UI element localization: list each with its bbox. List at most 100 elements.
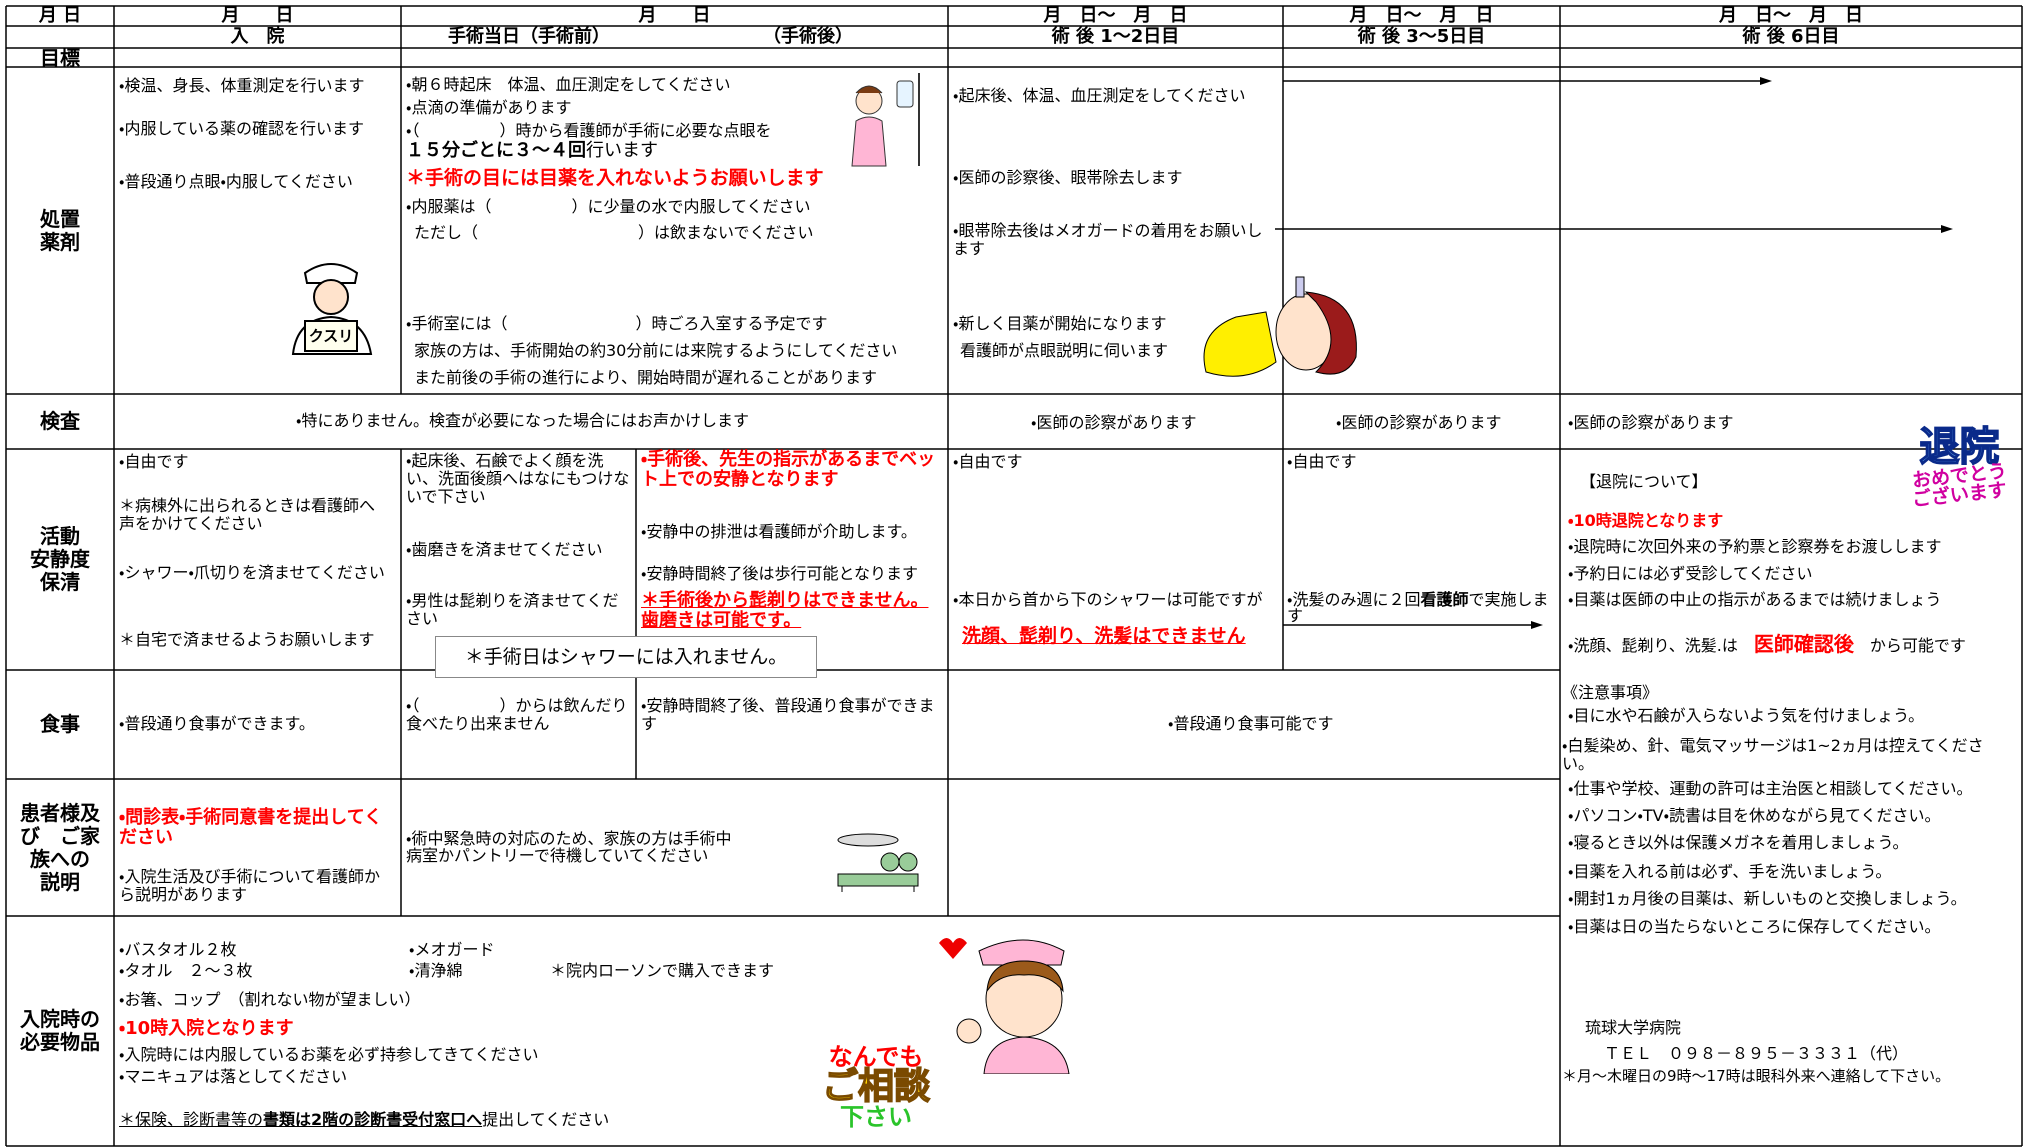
- cell-text: ・自由です: [953, 452, 1023, 471]
- cell-text: ・洗髪のみ週に２回看護師で実施します: [1287, 592, 1559, 624]
- emphasis: １５分ごとに３～４回: [406, 140, 586, 161]
- row-label: 入院時の 必要物品: [20, 1007, 100, 1054]
- cell-text: ・朝６時起床 体温、血圧測定をしてください: [406, 75, 731, 94]
- hospital-name: 琉球大学病院: [1585, 1018, 1682, 1037]
- cell-text: １５分ごとに３～４回行います: [406, 141, 658, 161]
- cell-text: ・新しく目薬が開始になります: [953, 314, 1167, 333]
- note: ・開封1ヵ月後の目薬は、新しいものと交換しましょう。: [1568, 889, 1967, 908]
- badge-text: 下さい: [840, 1103, 912, 1131]
- text: ・洗顔、髭剃り、洗髪.は: [1568, 636, 1738, 655]
- row-label: 活動 安静度 保清: [30, 524, 90, 594]
- day-header: （手術後）: [763, 26, 853, 47]
- cell-text: ・洗顔、髭剃り、洗髪.は 医師確認後 から可能です: [1568, 632, 1966, 658]
- cell-text: ・（ ）時から看護師が手術に必要な点眼を: [406, 121, 772, 140]
- cell-text: ・医師の診察があります: [1568, 413, 1734, 432]
- badge-text: 退院: [1919, 424, 2001, 470]
- text: で実施します: [1287, 590, 1549, 625]
- sign-text: クスリ: [309, 327, 354, 345]
- note: ・パソコン・TV・読書は目を休めながら見てください。: [1568, 806, 1941, 825]
- cell-text: ・タオル ２～３枚: [119, 961, 253, 980]
- date-header: 月 日: [38, 5, 82, 26]
- cell-text: ・（ ）からは飲んだり食べたり出来ません: [406, 696, 628, 733]
- row-label: 検査: [40, 409, 80, 433]
- arrowhead: [1531, 621, 1543, 629]
- pharmacist-illustration: クスリ: [291, 263, 373, 355]
- arrowhead: [1760, 77, 1772, 85]
- cell-text: ・普段通り食事ができます。: [119, 714, 315, 733]
- cell-text: 病室かパントリーで待機していてください: [406, 846, 709, 865]
- cell-text: ・安静中の排泄は看護師が介助します。: [641, 522, 917, 541]
- cell-text: ・医師の診察があります: [1031, 413, 1197, 432]
- text: ・洗髪のみ週に２回: [1287, 590, 1421, 609]
- cell-text: ・目薬は医師の中止の指示があるまでは続けましょう: [1568, 590, 1942, 609]
- cell-text: ・安静時間終了後、普段通り食事ができます: [641, 696, 935, 733]
- day-header: 入 院: [230, 26, 285, 47]
- phone: ＴＥＬ ０９８－８９５－３３３１（代）: [1604, 1044, 1909, 1063]
- text: から可能です: [1869, 636, 1966, 655]
- cell-text: ・起床後、体温、血圧測定をしてください: [953, 86, 1246, 105]
- row-label: 食事: [40, 712, 80, 736]
- cell-text: ・特にありません。検査が必要になった場合にはお声かけします: [296, 411, 749, 430]
- warning: ・問診表・手術同意書を提出してください: [119, 807, 383, 848]
- note: ・目に水や石鹸が入らないよう気を付けましょう。: [1568, 706, 1925, 725]
- cell-text: ＊自宅で済ませるようお願いします: [119, 630, 375, 649]
- warning: ・10時入院となります: [119, 1018, 294, 1039]
- cell-text: 家族の方は、手術開始の約30分前には来院するようにしてください: [414, 341, 898, 360]
- cell-text: ・退院時に次回外来の予約票と診察券をお渡しします: [1568, 537, 1942, 556]
- badge-text: なんでも: [828, 1045, 924, 1071]
- cell-text: ・歯磨きを済ませてください: [406, 540, 603, 559]
- cell-text: ・入院生活及び手術について看護師から説明があります: [119, 867, 380, 904]
- date-header: 月 日: [221, 5, 294, 26]
- cell-text: ・医師の診察後、眼帯除去します: [953, 168, 1183, 187]
- emphasis: 書類は2階の診断書受付窓口へ: [263, 1110, 483, 1129]
- cell-text: ・自由です: [119, 452, 189, 471]
- cell-text: ＊保険、診断書等の書類は2階の診断書受付窓口へ提出してください: [119, 1110, 609, 1130]
- cell-text: ・シャワー・爪切りを済ませてください: [119, 563, 385, 582]
- day-header: 術 後 3～5日目: [1357, 26, 1486, 47]
- warning: ＊手術の目には目薬を入れないようお願いします: [406, 167, 824, 189]
- day-header: 手術当日（手術前）: [448, 26, 610, 47]
- emphasis: 医師確認後: [1753, 632, 1854, 656]
- cell-text: ・メオガード: [409, 940, 495, 959]
- goal-label: 目標: [40, 46, 80, 70]
- cell-text: ・起床後、石鹸でよく顔を洗い、洗面後顔へはなにもつけないで下さい: [406, 451, 630, 506]
- note: ・目薬は日の当たらないところに保存してください。: [1568, 917, 1941, 936]
- arrows: [1275, 77, 1953, 629]
- date-header: 月 日～ 月 日: [1043, 5, 1188, 26]
- cell-text: 【退院について】: [1580, 472, 1708, 491]
- cell-text: ・検温、身長、体重測定を行います: [119, 76, 365, 95]
- surgery-illustration: [837, 833, 919, 892]
- note: ・仕事や学校、運動の許可は主治医と相談してください。: [1568, 779, 1973, 798]
- cell-text: また前後の手術の進行により、開始時間が遅れることがあります: [414, 368, 878, 387]
- cell-text: ・入院時には内服しているお薬を必ず持参してきてください: [119, 1045, 539, 1064]
- text: 提出してください: [482, 1110, 610, 1129]
- cell-text: ＊病棟外に出られるときは看護師へ声をかけてください: [119, 496, 376, 533]
- cell-text: ・内服している薬の確認を行います: [119, 119, 364, 138]
- cell-text: ・バスタオル２枚: [119, 940, 237, 959]
- cell-text: ・マニキュアは落としてください: [119, 1067, 348, 1086]
- cell-text: ただし（ ）は飲まないでください: [414, 223, 814, 242]
- day-header: 術 後 6日目: [1742, 26, 1840, 47]
- date-header: 月 日～ 月 日: [1349, 5, 1494, 26]
- cell-text: ・医師の診察があります: [1336, 413, 1502, 432]
- date-header: 月 日～ 月 日: [1719, 5, 1863, 26]
- badge-text: ご相談: [821, 1066, 931, 1107]
- arrowhead: [1941, 225, 1953, 233]
- cell-text: ・内服薬は（ ）に少量の水で内服してください: [406, 197, 811, 216]
- horizontal-rules: [6, 5, 2022, 1147]
- notes-title: 《注意事項》: [1562, 683, 1659, 702]
- warning: ・手術後、先生の指示があるまでベット上での安静となります: [641, 449, 936, 490]
- text: 行います: [586, 140, 658, 161]
- note: ・白髪染め、針、電気マッサージは1~2ヵ月は控えてください。: [1562, 736, 1984, 773]
- consult-badge: なんでも ご相談 下さい: [821, 1045, 931, 1147]
- note: ・寝るとき以外は保護メガネを着用しましょう。: [1568, 833, 1909, 852]
- cell-text: ・本日から首から下のシャワーは可能ですが: [953, 590, 1263, 609]
- cell-text: ・手術室には（ ）時ごろ入室する予定です: [406, 314, 828, 333]
- note: ・目薬を入れる前は必ず、手を洗いましょう。: [1568, 862, 1892, 881]
- cell-text: ・術中緊急時の対応のため、家族の方は手術中: [406, 829, 732, 848]
- warning: 洗顔、髭剃り、洗髪はできません: [962, 625, 1246, 647]
- row-label: 処置 薬剤: [40, 206, 80, 254]
- nurse-illustration: [939, 938, 1070, 1074]
